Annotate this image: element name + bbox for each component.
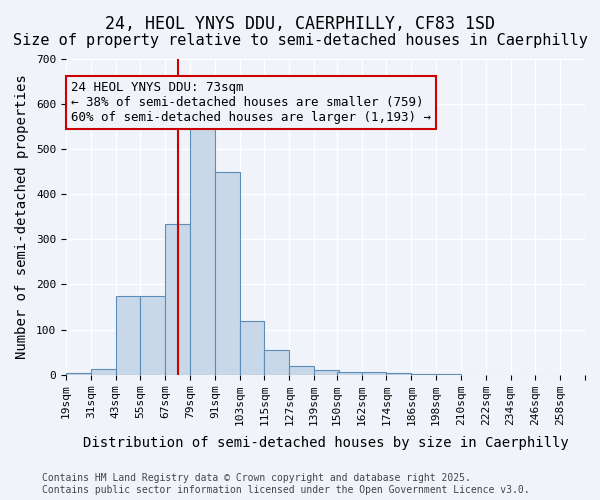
Bar	[289, 366, 314, 374]
Bar	[190, 126, 215, 374]
Bar	[239, 320, 265, 374]
Bar	[91, 370, 116, 374]
Y-axis label: Number of semi-detached properties: Number of semi-detached properties	[15, 74, 29, 359]
Bar	[116, 296, 140, 374]
Text: Size of property relative to semi-detached houses in Caerphilly: Size of property relative to semi-detach…	[13, 32, 587, 48]
Bar	[165, 224, 190, 374]
Bar	[215, 172, 239, 374]
Bar	[337, 372, 362, 374]
Text: Contains HM Land Registry data © Crown copyright and database right 2025.
Contai: Contains HM Land Registry data © Crown c…	[42, 474, 530, 495]
Bar	[265, 350, 289, 374]
Bar	[362, 372, 386, 374]
Bar	[314, 370, 339, 374]
Text: 24 HEOL YNYS DDU: 73sqm
← 38% of semi-detached houses are smaller (759)
60% of s: 24 HEOL YNYS DDU: 73sqm ← 38% of semi-de…	[71, 81, 431, 124]
X-axis label: Distribution of semi-detached houses by size in Caerphilly: Distribution of semi-detached houses by …	[83, 436, 568, 450]
Text: 24, HEOL YNYS DDU, CAERPHILLY, CF83 1SD: 24, HEOL YNYS DDU, CAERPHILLY, CF83 1SD	[105, 15, 495, 33]
Bar	[140, 296, 165, 374]
